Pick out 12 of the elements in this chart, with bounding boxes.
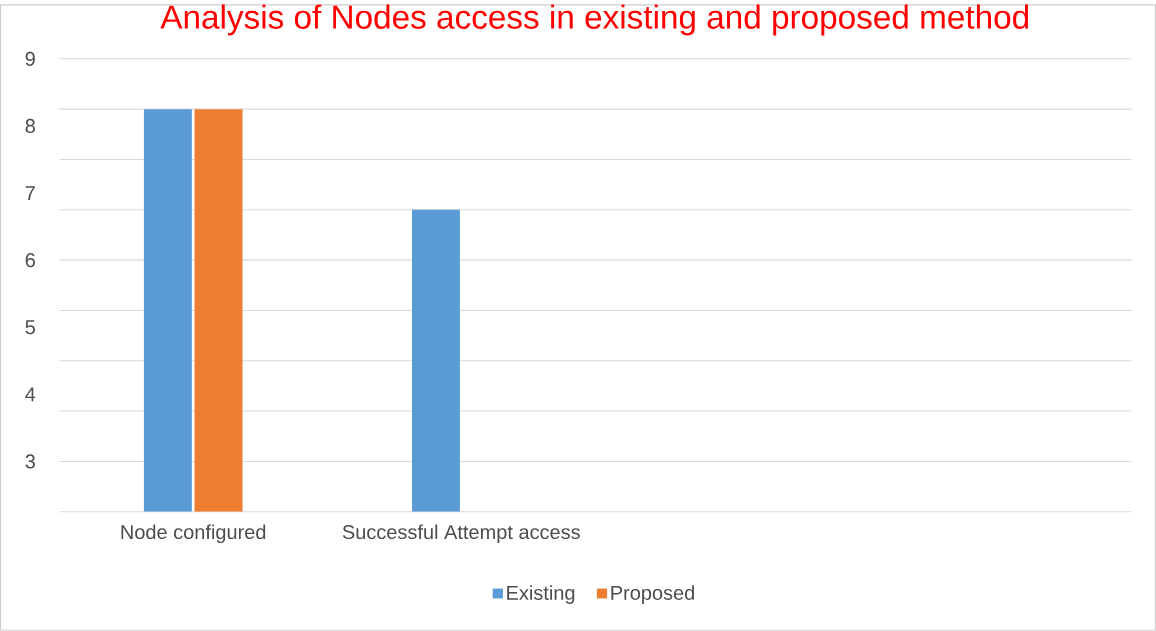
legend-label: Proposed [611,585,694,604]
y-tick-label: 7 [25,186,35,200]
x-tick-label: Node configured [121,524,266,544]
y-tick-label: 3 [25,454,35,469]
y-tick-label: 8 [25,118,35,134]
x-tick-label: Successful Attempt access [342,524,580,544]
y-tick-label: 9 [25,51,35,66]
y-tick-label: 6 [25,253,35,268]
chart-title: Analysis of Nodes access in existing and proposed method [160,4,1029,36]
legend-label: Existing [507,585,575,604]
y-tick-label: 4 [25,387,36,402]
y-tick-label: 5 [25,320,35,335]
